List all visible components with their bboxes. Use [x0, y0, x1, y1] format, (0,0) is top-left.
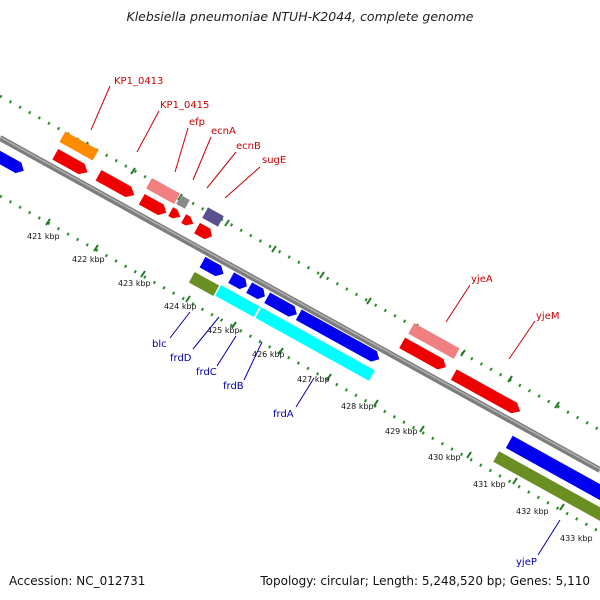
inner-major-tick — [512, 477, 518, 485]
leader-efp — [174, 127, 189, 173]
leader-frdc — [216, 335, 237, 367]
leader-frdd — [192, 316, 220, 350]
inner-tick-ring — [0, 194, 600, 534]
inner-major-tick — [185, 295, 191, 303]
gene-frda — [215, 285, 375, 381]
gene-red-2 — [138, 193, 167, 216]
leader-kp1-0413 — [90, 85, 111, 131]
outer-major-tick — [224, 219, 230, 227]
gene-yjem — [450, 369, 521, 414]
genome-backbone-highlight — [0, 136, 600, 470]
gene-red-4 — [399, 337, 446, 370]
kbp-label: 432 kbp — [516, 507, 549, 516]
gene-label-kp1-0415: KP1_0415 — [160, 100, 209, 111]
leader-yjea — [445, 284, 471, 323]
kbp-label: 423 kbp — [118, 279, 151, 288]
gene-frdb — [264, 292, 297, 317]
kbp-label: 429 kbp — [385, 427, 418, 436]
leader-ecna — [192, 136, 212, 181]
gene-blc — [188, 271, 220, 297]
outer-major-tick — [177, 193, 183, 201]
kbp-label: 422 kbp — [72, 255, 105, 264]
leader-suge — [224, 166, 261, 199]
gene-label-yjem: yjeM — [536, 311, 559, 322]
gene-track — [0, 131, 600, 525]
leader-frdb — [243, 341, 263, 381]
leader-kp1-0415 — [136, 110, 160, 153]
leader-blc — [169, 311, 191, 339]
gene-kp1-0415 — [95, 170, 135, 198]
gene-label-frdc: frdC — [196, 367, 217, 378]
inner-major-tick — [140, 270, 146, 278]
leader-yjem — [508, 320, 536, 360]
gene-red-1 — [52, 149, 88, 175]
kbp-label: 425 kbp — [207, 326, 240, 335]
genome-backbone — [0, 135, 600, 473]
gene-suge — [202, 207, 224, 227]
inner-major-tick — [373, 399, 379, 407]
gene-label-yjea: yjeA — [471, 274, 493, 285]
gene-label-frdb: frdB — [223, 381, 244, 392]
gene-label-suge: sugE — [262, 155, 286, 166]
gene-yjea — [408, 323, 460, 359]
topology-text: Topology: circular; Length: 5,248,520 bp… — [260, 574, 590, 588]
outer-major-tick — [271, 245, 277, 253]
inner-major-tick — [278, 347, 284, 355]
inner-major-tick — [231, 321, 237, 329]
outer-major-tick — [507, 375, 513, 383]
kbp-label: 426 kbp — [252, 350, 285, 359]
gene-label-ecnb: ecnB — [236, 141, 261, 152]
inner-major-tick — [466, 451, 472, 459]
gene-frda-separator — [253, 307, 261, 319]
gene-blue-right — [505, 435, 600, 506]
gene-label-yjep: yjeP — [516, 557, 537, 568]
gene-left-edge — [0, 147, 24, 174]
leader-ecnb — [206, 151, 237, 189]
outer-major-tick — [460, 349, 466, 357]
leader-frda — [295, 377, 315, 408]
kbp-label: 430 kbp — [428, 453, 461, 462]
kbp-label: 428 kbp — [341, 402, 374, 411]
inner-major-tick — [559, 503, 565, 511]
gene-frda-blue — [295, 309, 380, 362]
leader-yjep — [537, 519, 561, 556]
inner-major-tick — [326, 373, 332, 381]
outer-major-tick — [366, 297, 372, 305]
gene-efp — [146, 177, 180, 205]
gene-gray — [176, 195, 190, 209]
gene-blue-1 — [199, 256, 224, 277]
accession-text: Accession: NC_012731 — [9, 574, 146, 588]
inner-major-tick — [93, 244, 99, 252]
gene-frdc — [246, 282, 265, 300]
inner-major-tick — [45, 218, 51, 226]
gene-frdd — [228, 272, 247, 290]
gene-label-efp: efp — [189, 117, 205, 128]
kbp-label: 424 kbp — [164, 302, 197, 311]
gene-label-blc: blc — [152, 339, 167, 350]
kbp-label: 421 kbp — [27, 232, 60, 241]
gene-label-frda: frdA — [273, 409, 294, 420]
gene-red-3 — [194, 222, 212, 240]
gene-label-kp1-0413: KP1_0413 — [114, 76, 163, 87]
kbp-label: 433 kbp — [560, 534, 593, 543]
gene-label-frdd: frdD — [170, 353, 192, 364]
gene-yjep — [493, 451, 600, 525]
gene-ecnb — [181, 214, 194, 226]
outer-major-tick — [130, 167, 136, 175]
outer-tick-ring — [0, 94, 600, 432]
outer-major-tick — [319, 271, 325, 279]
gene-ecna — [168, 207, 181, 219]
inner-major-tick — [419, 425, 425, 433]
map-title: Klebsiella pneumoniae NTUH-K2044, comple… — [126, 9, 474, 24]
kbp-label: 431 kbp — [473, 480, 506, 489]
outer-major-tick — [554, 401, 560, 409]
gene-kp1-0413 — [59, 131, 99, 161]
gene-label-ecna: ecnA — [211, 126, 236, 137]
